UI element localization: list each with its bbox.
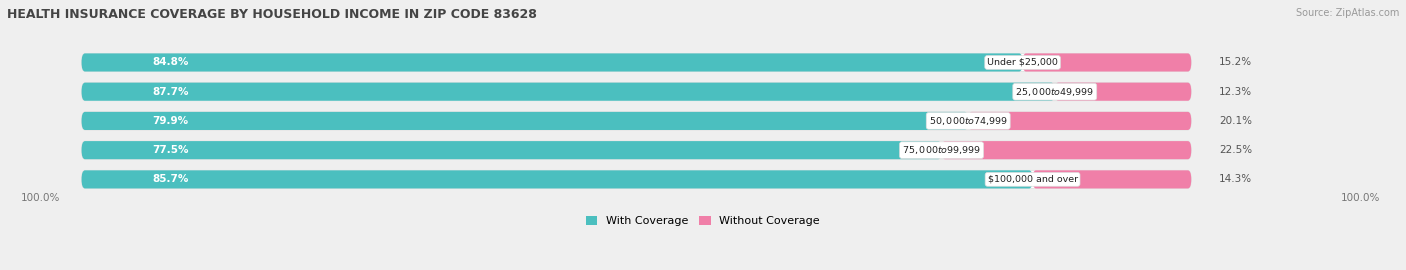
FancyBboxPatch shape: [82, 83, 1191, 101]
Text: $25,000 to $49,999: $25,000 to $49,999: [1015, 86, 1094, 98]
Text: 12.3%: 12.3%: [1219, 87, 1253, 97]
Text: $75,000 to $99,999: $75,000 to $99,999: [903, 144, 981, 156]
FancyBboxPatch shape: [1022, 53, 1191, 72]
Legend: With Coverage, Without Coverage: With Coverage, Without Coverage: [582, 212, 824, 231]
Text: Under $25,000: Under $25,000: [987, 58, 1059, 67]
FancyBboxPatch shape: [82, 141, 1191, 159]
FancyBboxPatch shape: [82, 141, 942, 159]
Text: 20.1%: 20.1%: [1219, 116, 1251, 126]
Text: 85.7%: 85.7%: [152, 174, 188, 184]
Text: 100.0%: 100.0%: [1340, 193, 1379, 203]
Text: 14.3%: 14.3%: [1219, 174, 1253, 184]
FancyBboxPatch shape: [82, 53, 1191, 72]
Text: 79.9%: 79.9%: [152, 116, 188, 126]
Text: 15.2%: 15.2%: [1219, 58, 1253, 68]
FancyBboxPatch shape: [942, 141, 1191, 159]
FancyBboxPatch shape: [82, 170, 1032, 188]
FancyBboxPatch shape: [969, 112, 1191, 130]
FancyBboxPatch shape: [82, 53, 1022, 72]
Text: 77.5%: 77.5%: [152, 145, 188, 155]
FancyBboxPatch shape: [1054, 83, 1191, 101]
FancyBboxPatch shape: [1032, 170, 1191, 188]
Text: Source: ZipAtlas.com: Source: ZipAtlas.com: [1295, 8, 1399, 18]
Text: 87.7%: 87.7%: [152, 87, 188, 97]
Text: 100.0%: 100.0%: [21, 193, 60, 203]
Text: 22.5%: 22.5%: [1219, 145, 1253, 155]
FancyBboxPatch shape: [82, 83, 1054, 101]
Text: $50,000 to $74,999: $50,000 to $74,999: [928, 115, 1008, 127]
Text: $100,000 and over: $100,000 and over: [987, 175, 1077, 184]
FancyBboxPatch shape: [82, 170, 1191, 188]
Text: 84.8%: 84.8%: [152, 58, 188, 68]
FancyBboxPatch shape: [82, 112, 1191, 130]
FancyBboxPatch shape: [82, 112, 969, 130]
Text: HEALTH INSURANCE COVERAGE BY HOUSEHOLD INCOME IN ZIP CODE 83628: HEALTH INSURANCE COVERAGE BY HOUSEHOLD I…: [7, 8, 537, 21]
